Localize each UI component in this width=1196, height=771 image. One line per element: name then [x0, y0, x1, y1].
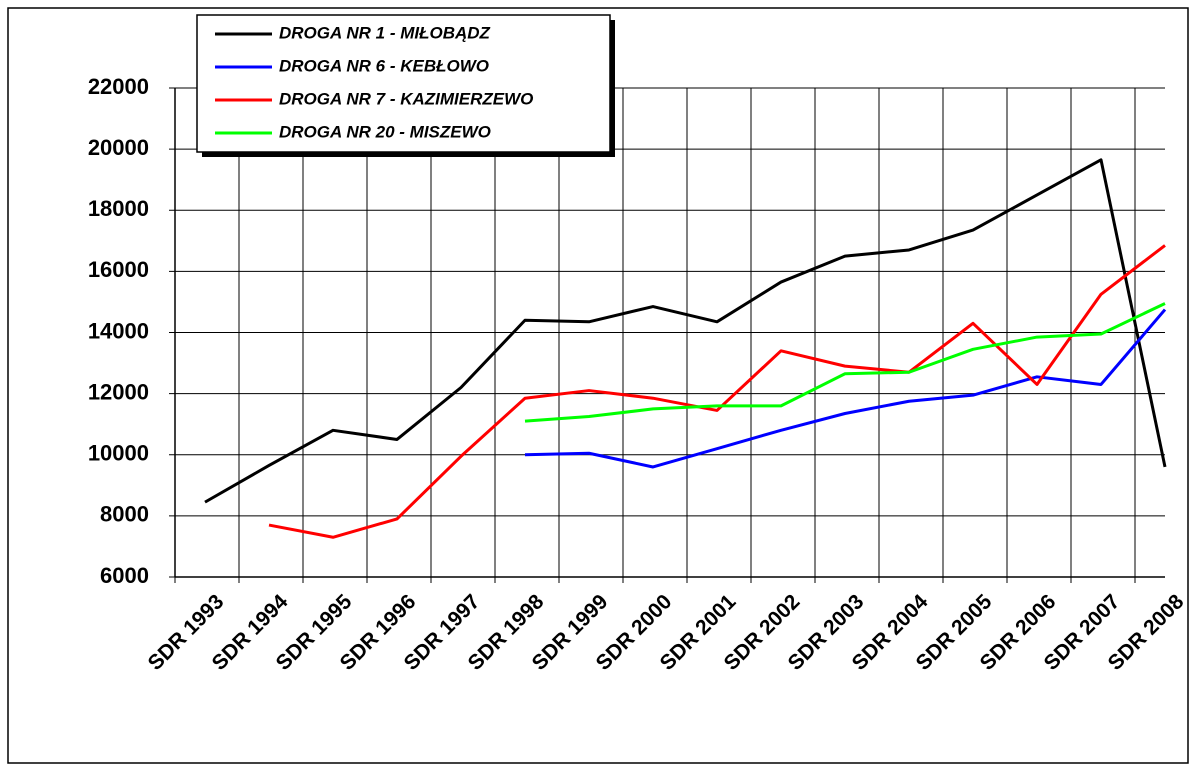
y-tick-label: 20000 [88, 135, 149, 160]
legend [196, 14, 611, 153]
legend-label: DROGA NR 7 - KAZIMIERZEWO [279, 89, 533, 108]
y-tick-label: 18000 [88, 196, 149, 221]
y-tick-label: 10000 [88, 441, 149, 466]
series-line [204, 158, 1167, 504]
y-tick-label: 16000 [88, 257, 149, 282]
series-line [524, 308, 1167, 469]
y-tick-label: 22000 [88, 74, 149, 99]
y-tick-label: 12000 [88, 379, 149, 404]
legend-label: DROGA NR 6 - KEBŁOWO [279, 56, 489, 75]
series-line [524, 302, 1166, 423]
y-tick-label: 6000 [100, 563, 149, 588]
legend-label: DROGA NR 20 - MISZEWO [279, 122, 491, 141]
legend-label: DROGA NR 1 - MIŁOBĄDZ [279, 23, 491, 42]
y-tick-label: 8000 [100, 502, 149, 527]
series-line [268, 244, 1166, 539]
y-tick-label: 14000 [88, 318, 149, 343]
